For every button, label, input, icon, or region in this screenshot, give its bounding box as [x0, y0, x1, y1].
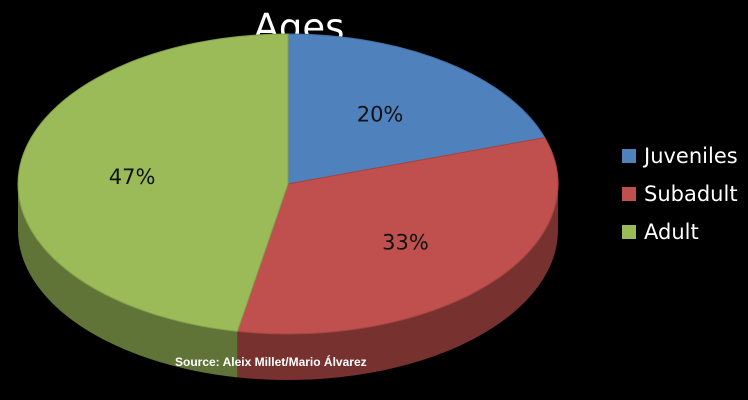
pie-top-faces [17, 33, 559, 335]
legend-item-adult: Adult [622, 213, 738, 251]
legend-swatch-juveniles [622, 149, 636, 163]
pie-side-adult [17, 184, 238, 378]
data-label-subadult: 33% [382, 231, 429, 255]
pie-side-walls [17, 184, 558, 380]
data-label-adult: 47% [109, 165, 156, 189]
pie-slice-subadult [236, 137, 559, 335]
pie-slice-juveniles [287, 33, 546, 185]
legend-swatch-adult [622, 225, 636, 239]
source-note: Source: Aleix Millet/Mario Álvarez [175, 355, 367, 369]
legend-item-juveniles: Juveniles [622, 137, 738, 175]
legend-label-subadult: Subadult [644, 182, 738, 206]
legend-label-juveniles: Juveniles [644, 144, 738, 168]
pie-side-subadult [237, 184, 558, 380]
legend: Juveniles Subadult Adult [622, 137, 738, 251]
legend-item-subadult: Subadult [622, 175, 738, 213]
legend-swatch-subadult [622, 187, 636, 201]
data-label-juveniles: 20% [357, 103, 404, 127]
legend-label-adult: Adult [644, 220, 699, 244]
pie-slice-adult [17, 33, 289, 332]
pie-data-labels: 20% 33% 47% [109, 103, 429, 255]
